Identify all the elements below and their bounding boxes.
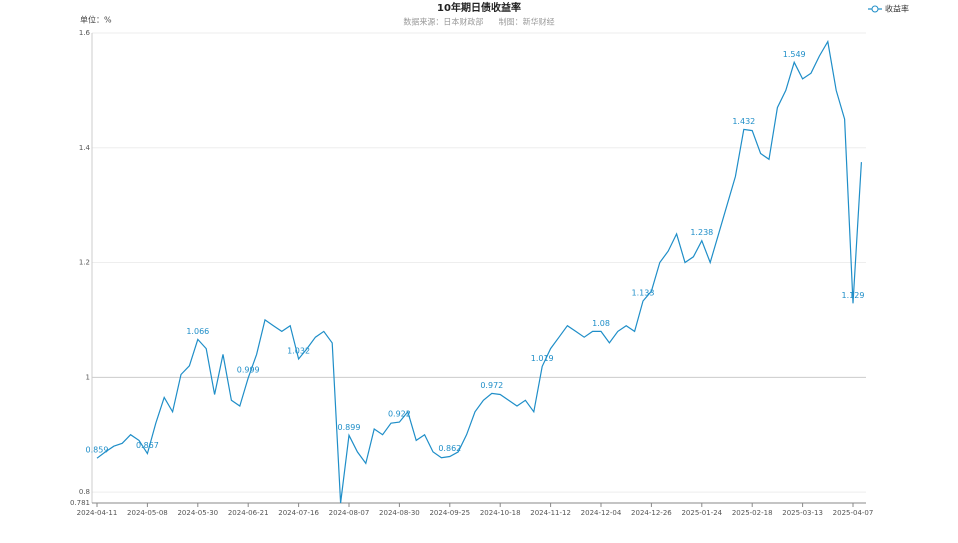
y-axis-label: 单位：% — [80, 15, 112, 25]
data-label: 1.066 — [186, 327, 209, 336]
y-tick-label: 1.6 — [79, 29, 91, 37]
x-tick-label: 2024-12-04 — [581, 509, 622, 517]
y-tick-label: 0.781 — [70, 499, 90, 507]
line-series — [96, 39, 862, 504]
x-tick-label: 2024-05-08 — [127, 509, 168, 517]
data-label: 0.859 — [86, 446, 109, 455]
legend-label: 收益率 — [885, 4, 909, 14]
data-label: 0.922 — [388, 410, 411, 419]
data-label: 1.549 — [783, 50, 806, 59]
x-tick-label: 2025-04-07 — [833, 509, 874, 517]
data-label: 1.432 — [732, 117, 755, 126]
data-label: 0.972 — [480, 381, 503, 390]
x-tick-label: 2025-02-18 — [732, 509, 773, 517]
x-tick-label: 2024-04-11 — [77, 509, 118, 517]
data-label: 0.899 — [338, 423, 361, 432]
x-tick-label: 2025-01-24 — [681, 509, 722, 517]
x-tick-label: 2024-11-12 — [530, 509, 571, 517]
x-tick-label: 2024-09-25 — [429, 509, 470, 517]
data-label: 1.133 — [632, 288, 655, 297]
x-tick-label: 2024-06-21 — [228, 509, 269, 517]
chart-subtitle: 数据来源：日本财政部 制图：新华财经 — [403, 17, 554, 27]
y-tick-label: 1.2 — [79, 259, 90, 267]
x-tick-label: 2024-07-16 — [278, 509, 319, 517]
data-label: 1.08 — [592, 319, 610, 328]
x-tick-label: 2024-12-26 — [631, 509, 672, 517]
x-tick-label: 2024-08-30 — [379, 509, 420, 517]
data-label: 0.867 — [136, 441, 159, 450]
x-tick-label: 2024-08-07 — [329, 509, 370, 517]
data-label: 1.238 — [690, 228, 713, 237]
legend-marker — [871, 5, 879, 13]
data-label: 1.032 — [287, 346, 310, 355]
data-label: 1.129 — [842, 291, 865, 300]
data-label: 0.862 — [438, 444, 461, 453]
x-tick-label: 2024-10-18 — [480, 509, 521, 517]
chart-title: 10年期日债收益率 — [437, 1, 521, 14]
y-tick-label: 1.4 — [79, 144, 91, 152]
data-label: 0.999 — [237, 365, 260, 374]
data-label: 1.019 — [531, 354, 554, 363]
y-tick-label: 1 — [86, 373, 90, 381]
x-tick-label: 2024-05-30 — [177, 509, 218, 517]
y-tick-label: 0.8 — [79, 488, 90, 496]
x-tick-label: 2025-03-13 — [782, 509, 823, 517]
